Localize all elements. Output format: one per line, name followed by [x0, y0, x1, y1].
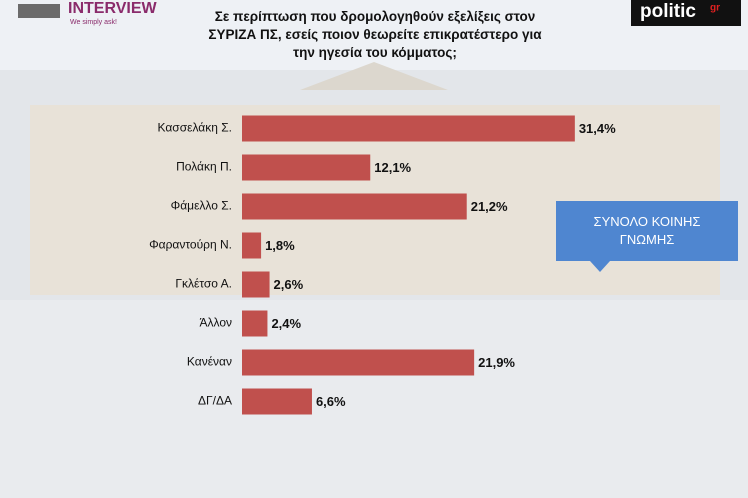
category-label: ΔΓ/ΔΑ — [198, 394, 232, 408]
callout: ΣΥΝΟΛΟ ΚΟΙΝΗΣ ΓΝΩΜΗΣ — [556, 201, 738, 261]
chart-title: Σε περίπτωση που δρομολογηθούν εξελίξεις… — [208, 9, 542, 60]
value-label: 1,8% — [265, 238, 295, 253]
value-label: 31,4% — [579, 121, 616, 136]
value-label: 2,4% — [271, 316, 301, 331]
category-label: Κασσελάκη Σ. — [158, 121, 232, 135]
value-label: 12,1% — [374, 160, 411, 175]
category-label: Φαραντούρη Ν. — [149, 238, 232, 252]
bar — [242, 232, 262, 259]
bar — [242, 310, 268, 337]
source-suffix: gr — [710, 3, 720, 14]
value-label: 2,6% — [274, 277, 304, 292]
category-label: Φάμελλο Σ. — [171, 199, 232, 213]
bar — [242, 271, 270, 298]
bar — [242, 349, 475, 376]
brand: INTERVIEW — [68, 0, 158, 17]
pediment — [300, 62, 448, 90]
value-label: 21,9% — [478, 355, 515, 370]
bar — [242, 115, 575, 142]
bar — [242, 193, 467, 220]
category-label: Γκλέτσο Α. — [175, 277, 232, 291]
tagline: We simply ask! — [70, 19, 117, 26]
value-label: 6,6% — [316, 394, 346, 409]
category-label: Άλλον — [199, 316, 232, 330]
brand-icon — [18, 4, 60, 18]
category-label: Πολάκη Π. — [176, 160, 232, 174]
square — [0, 300, 748, 498]
bar — [242, 388, 312, 415]
source: politic — [640, 1, 696, 22]
source-logo — [631, 0, 741, 26]
value-label: 21,2% — [471, 199, 508, 214]
bar — [242, 154, 371, 181]
callout-pointer — [590, 261, 610, 272]
category-label: Κανέναν — [187, 355, 232, 369]
